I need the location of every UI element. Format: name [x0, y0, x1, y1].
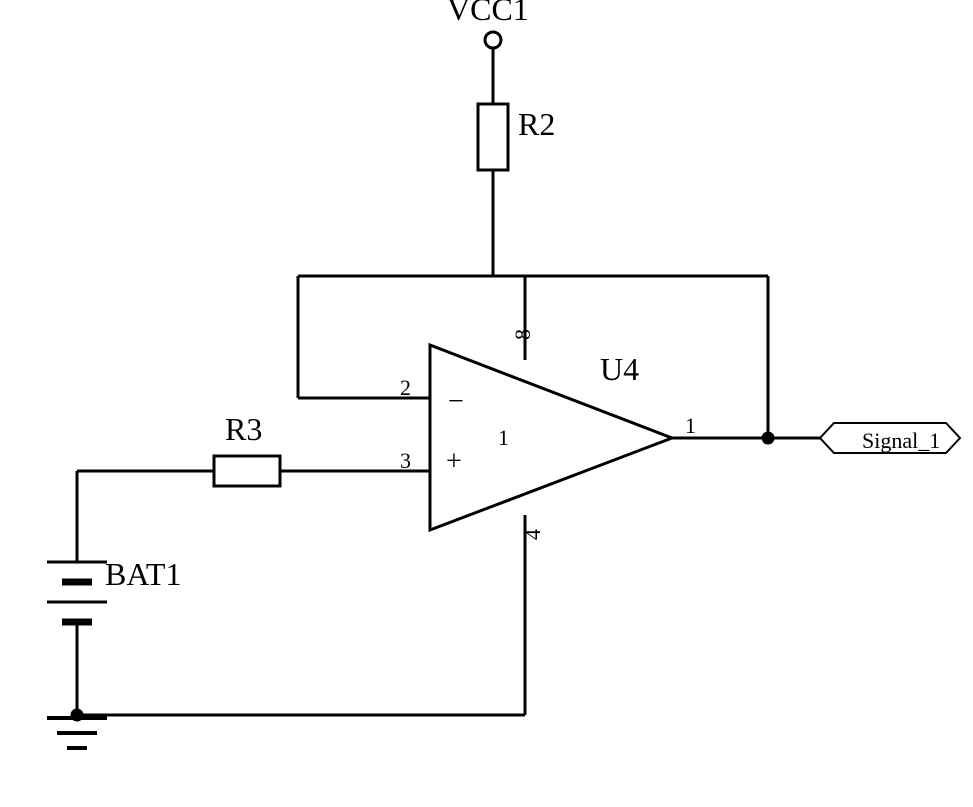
label-pin8: 8: [510, 329, 535, 340]
vcc-terminal-icon: [485, 32, 501, 48]
label-u4: U4: [600, 351, 639, 387]
label-opamp_inner: 1: [498, 425, 509, 450]
label-r3: R3: [225, 411, 262, 447]
label-minus: −: [448, 386, 464, 417]
resistor-r3: [214, 456, 280, 486]
label-pin2: 2: [400, 375, 411, 400]
label-vcc: VCC1: [447, 0, 529, 27]
resistor-r2: [478, 104, 508, 170]
circuit-schematic: VCC1R2U4−+112348Signal_1R3BAT1: [0, 0, 973, 807]
label-signal: Signal_1: [862, 428, 940, 453]
label-plus: +: [446, 446, 462, 477]
label-pin3: 3: [400, 448, 411, 473]
label-r2: R2: [518, 106, 555, 142]
node-output: [763, 433, 773, 443]
label-bat1: BAT1: [105, 556, 181, 592]
label-pin1: 1: [685, 413, 696, 438]
